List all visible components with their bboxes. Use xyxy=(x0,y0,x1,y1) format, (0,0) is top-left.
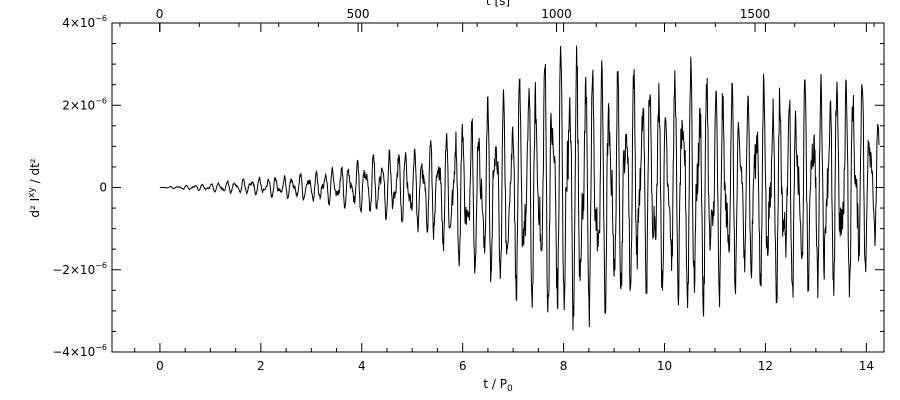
x2-tick-label: 500 xyxy=(347,7,370,21)
x2-tick-label: 1500 xyxy=(740,7,771,21)
x-tick-label: 8 xyxy=(560,359,568,373)
x-tick-label: 14 xyxy=(859,359,874,373)
x-tick-label: 0 xyxy=(156,359,164,373)
y-tick-label: −4×10−6 xyxy=(52,343,107,359)
y-tick-label: 2×10−6 xyxy=(62,96,107,112)
x-axis-top: 0 500 1000 1500 xyxy=(119,7,875,32)
y-axis-title-main: d² I xyxy=(28,198,42,218)
x2-tick-label: 0 xyxy=(156,7,164,21)
y-axis-title-tail: / dt² xyxy=(28,158,42,187)
x2-tick-label: 1000 xyxy=(541,7,572,21)
y-axis-title-sup: xy xyxy=(27,187,37,198)
y-tick-label: 0 xyxy=(99,181,107,195)
y-tick-label: 4×10−6 xyxy=(62,14,107,30)
plot-frame xyxy=(111,22,885,353)
x-tick-label: 2 xyxy=(257,359,265,373)
y-axis-title: d² Ixy / dt² xyxy=(27,158,42,217)
x-tick-label: 4 xyxy=(358,359,366,373)
x-axis-top-title: t [s] xyxy=(486,0,510,8)
x-axis-title-main: t / P xyxy=(483,377,507,391)
y-tick-label: −2×10−6 xyxy=(52,261,107,277)
x-axis-bottom: 0 2 4 6 8 10 12 14 xyxy=(134,23,874,373)
series-line xyxy=(159,45,880,331)
x-tick-label: 12 xyxy=(758,359,773,373)
x-tick-label: 6 xyxy=(459,359,467,373)
x-axis-title-sub: 0 xyxy=(507,384,513,394)
x-axis-title: t / P0 xyxy=(483,377,513,394)
x-tick-label: 10 xyxy=(657,359,672,373)
